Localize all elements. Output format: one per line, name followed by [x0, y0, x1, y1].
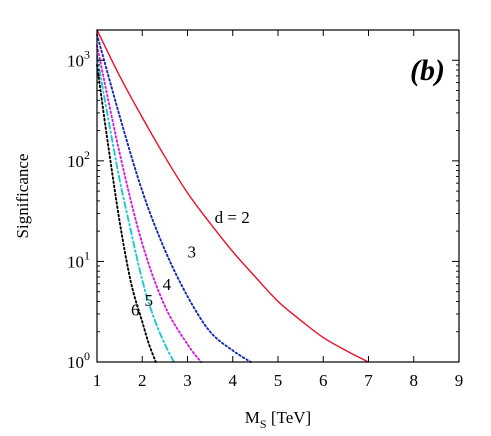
y-tick-label: 102 [67, 148, 90, 171]
x-axis-title-sub: S [260, 417, 267, 431]
x-axis-title-main: M [245, 408, 260, 427]
series-line-4 [96, 44, 203, 363]
curve-label: 5 [145, 291, 154, 310]
series-line-5 [96, 55, 175, 363]
x-tick-label: 4 [229, 371, 238, 390]
curve-label: 6 [131, 300, 140, 319]
x-tick-label: 2 [138, 371, 147, 390]
series-line-6 [96, 63, 157, 363]
x-tick-label: 7 [364, 371, 373, 390]
curves [96, 29, 370, 363]
x-tick-label: 6 [319, 371, 328, 390]
x-axis-title-unit: [TeV] [267, 408, 312, 427]
y-tick-label: 103 [67, 47, 90, 70]
curve-label: 4 [163, 275, 172, 294]
series-line-2 [96, 29, 370, 363]
series-line-3 [96, 33, 252, 363]
y-tick-label: 100 [67, 349, 90, 372]
x-tick-label: 1 [93, 371, 102, 390]
panel-label: (b) [410, 54, 445, 87]
x-axis-title: MS [TeV] [245, 408, 311, 431]
x-tick-label: 5 [274, 371, 283, 390]
x-tick-label: 8 [410, 371, 419, 390]
curve-label: d = 2 [215, 208, 250, 227]
y-axis-title: Significance [13, 154, 32, 239]
x-tick-label: 3 [183, 371, 192, 390]
x-tick-label: 9 [455, 371, 464, 390]
y-tick-label: 101 [67, 248, 90, 271]
curve-label: 3 [188, 242, 197, 261]
